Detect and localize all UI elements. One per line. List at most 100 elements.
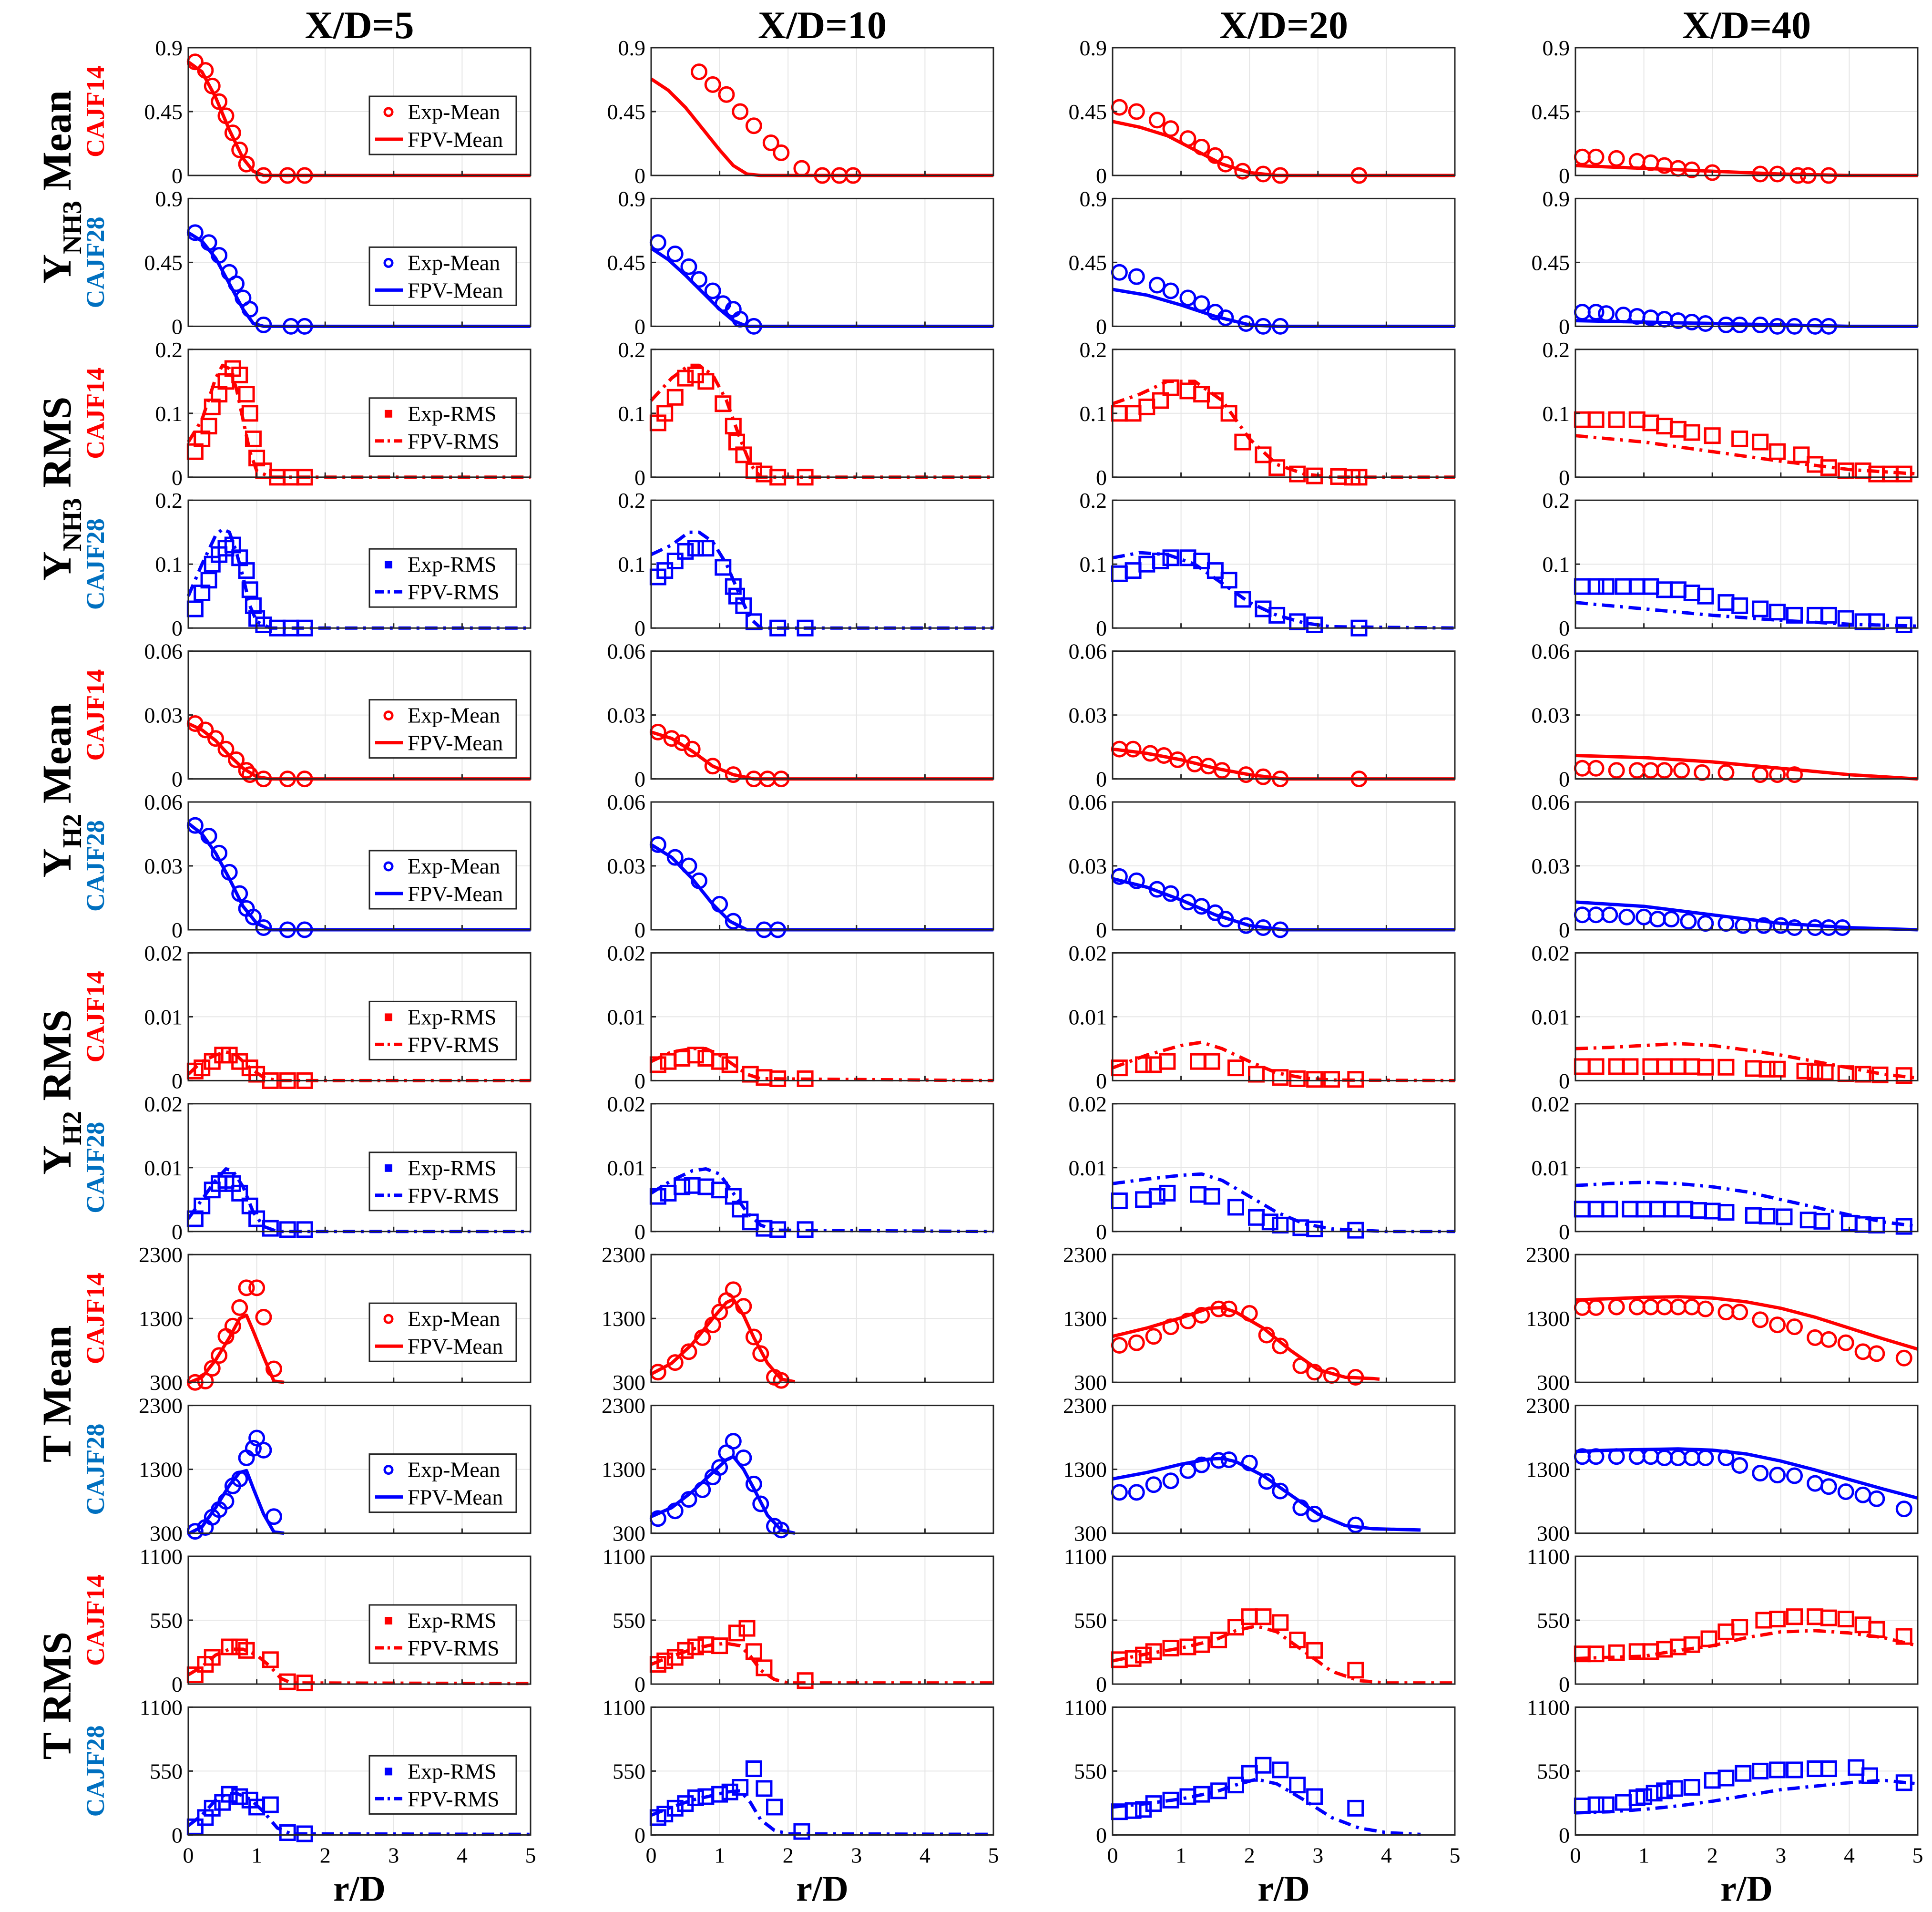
exp-marker-square	[194, 1197, 211, 1214]
exp-marker-square	[1587, 1645, 1605, 1663]
y-tick-label: 1100	[1527, 1695, 1570, 1719]
exp-marker-circle	[1628, 153, 1646, 170]
exp-marker-square	[687, 540, 704, 557]
exp-marker-circle	[684, 740, 701, 758]
legend-box	[368, 397, 517, 457]
exp-marker-square	[1820, 1609, 1837, 1626]
y-tick-label: 300	[1537, 1370, 1570, 1395]
exp-marker-circle	[1854, 1343, 1871, 1360]
exp-marker-square	[1193, 553, 1210, 569]
y-tick-label: 300	[613, 1370, 645, 1395]
y-tick-label: 0.03	[144, 703, 183, 728]
exp-marker-square	[1752, 433, 1769, 451]
row-group-label: T Mean	[34, 1326, 80, 1462]
y-tick-label: 0	[1559, 767, 1570, 792]
legend-exp-label: Exp-Mean	[408, 100, 500, 124]
y-tick-label: 0	[172, 164, 183, 188]
exp-marker-circle	[1755, 917, 1772, 934]
exp-marker-square	[1807, 1760, 1824, 1778]
exp-marker-square	[204, 1649, 221, 1666]
x-tick-label: 2	[1244, 1843, 1255, 1867]
y-tick-label: 0	[1559, 465, 1570, 490]
exp-marker-circle	[680, 1491, 697, 1508]
legend-exp-label: Exp-Mean	[408, 1458, 500, 1482]
exp-marker-circle	[711, 1459, 728, 1476]
exp-marker-circle	[1683, 1449, 1700, 1466]
y-tick-label: 0.03	[144, 854, 183, 878]
y-tick-label: 0.9	[1080, 186, 1107, 211]
exp-marker-square	[262, 1796, 279, 1813]
exp-marker-circle	[1193, 1307, 1210, 1324]
exp-marker-square	[1135, 1056, 1152, 1073]
exp-marker-square	[1227, 1619, 1244, 1636]
case-label: CAJF28	[81, 1725, 110, 1817]
y-tick-label: 0.45	[607, 100, 646, 124]
column-title: X/D=20	[1219, 3, 1348, 47]
exp-marker-square	[697, 373, 715, 390]
y-tick-label: 0.1	[618, 552, 646, 576]
exp-marker-circle	[245, 908, 262, 925]
exp-marker-circle	[1128, 872, 1145, 889]
exp-marker-square	[756, 1659, 773, 1676]
legend-box	[368, 1604, 517, 1664]
y-tick-label: 0.2	[1080, 488, 1107, 513]
exp-marker-square	[732, 1201, 749, 1218]
exp-marker-circle	[1752, 1465, 1769, 1482]
case-label: CAJF14	[81, 1574, 110, 1666]
exp-marker-circle	[224, 1317, 241, 1335]
exp-marker-square	[1135, 1646, 1152, 1664]
y-tick-label: 0.9	[1543, 36, 1570, 60]
exp-marker-square	[279, 1824, 296, 1841]
y-tick-label: 2300	[1063, 1394, 1107, 1418]
exp-marker-square	[1697, 1059, 1714, 1076]
exp-marker-circle	[1574, 304, 1591, 321]
y-tick-label: 0.2	[155, 488, 183, 513]
exp-marker-circle	[1241, 1454, 1258, 1471]
y-tick-label: 0.45	[1069, 100, 1107, 124]
exp-marker-square	[1152, 553, 1169, 569]
y-tick-label: 2300	[139, 1394, 183, 1418]
exp-marker-square	[1124, 1650, 1142, 1667]
exp-marker-square	[725, 578, 742, 595]
y-tick-label: 0.01	[1532, 1156, 1570, 1180]
exp-marker-circle	[704, 1316, 721, 1334]
exp-marker-square	[1145, 1795, 1162, 1812]
exp-marker-square	[711, 1786, 728, 1803]
y-tick-label: 0.2	[1543, 338, 1570, 362]
exp-marker-circle	[1128, 1484, 1145, 1501]
exp-marker-square	[1820, 459, 1837, 476]
legend-exp-label: Exp-Mean	[408, 250, 500, 275]
legend-exp-marker	[385, 561, 392, 569]
y-tick-label: 0	[172, 314, 183, 339]
x-tick-label: 3	[851, 1843, 862, 1867]
exp-marker-square	[766, 1799, 783, 1816]
legend-exp-marker	[383, 1314, 394, 1324]
exp-marker-square	[1622, 1058, 1639, 1075]
exp-marker-circle	[231, 1299, 248, 1316]
y-tick-label: 300	[1537, 1521, 1570, 1546]
exp-marker-square	[1206, 392, 1224, 409]
y-tick-label: 0.2	[618, 488, 646, 513]
row-group-label-suffix: RMS	[34, 397, 80, 498]
exp-marker-circle	[1145, 1476, 1162, 1493]
fpv-model-line	[1112, 1778, 1421, 1836]
y-tick-label: 0.06	[1532, 639, 1570, 664]
exp-marker-circle	[231, 1470, 248, 1488]
exp-marker-square	[711, 1053, 728, 1070]
exp-marker-circle	[1255, 919, 1272, 936]
legend-exp-label: Exp-RMS	[408, 1759, 497, 1783]
exp-marker-circle	[1807, 1329, 1824, 1346]
exp-marker-circle	[663, 730, 680, 747]
exp-marker-square	[1159, 1053, 1176, 1070]
x-tick-label: 0	[1107, 1843, 1118, 1867]
exp-marker-square	[296, 1675, 313, 1692]
exp-marker-square	[656, 562, 674, 579]
exp-marker-square	[1895, 1628, 1912, 1645]
exp-marker-circle	[1601, 906, 1618, 924]
exp-marker-square	[745, 1643, 762, 1660]
fpv-model-line	[1575, 164, 1918, 177]
y-tick-label: 0.1	[1543, 401, 1570, 426]
y-tick-label: 0	[1559, 1672, 1570, 1696]
y-tick-label: 550	[150, 1608, 183, 1633]
exp-marker-circle	[1769, 165, 1786, 183]
